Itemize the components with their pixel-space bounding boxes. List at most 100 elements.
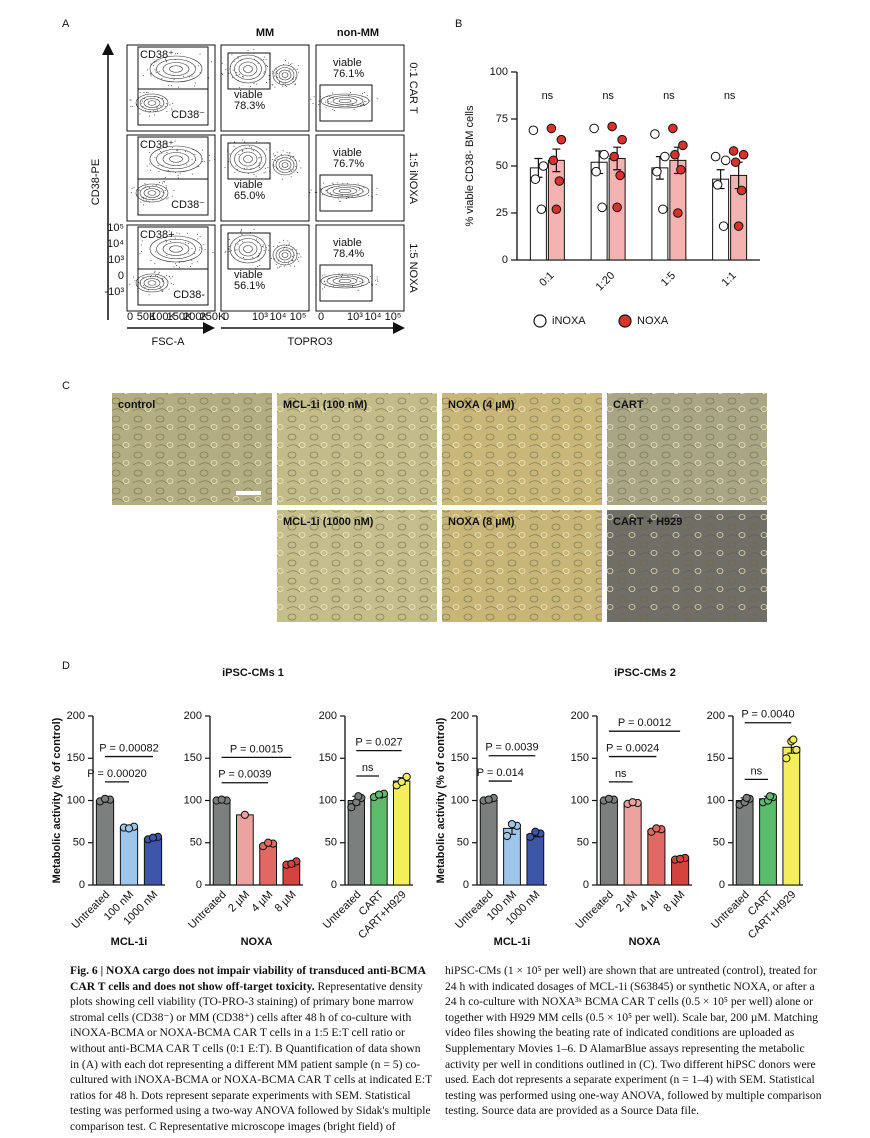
event-dot xyxy=(145,199,147,201)
event-dot xyxy=(199,246,201,248)
event-dot xyxy=(376,280,378,282)
event-dot xyxy=(238,153,240,155)
event-dot xyxy=(255,175,257,177)
gate-label: 76.1% xyxy=(333,68,364,80)
event-dot xyxy=(191,247,193,249)
event-dot xyxy=(229,238,231,240)
event-dot xyxy=(318,100,320,102)
event-dot xyxy=(166,255,168,257)
event-dot xyxy=(366,95,368,97)
gate xyxy=(137,268,209,306)
event-dot xyxy=(171,85,173,87)
event-dot xyxy=(166,110,168,112)
event-dot xyxy=(176,232,178,234)
event-dot xyxy=(330,192,332,194)
y-tick-label: 50 xyxy=(457,837,469,849)
event-dot xyxy=(253,82,255,84)
event-dot xyxy=(326,189,328,191)
event-dot xyxy=(165,105,167,107)
event-dot xyxy=(259,166,261,168)
density-contour xyxy=(143,278,161,288)
event-dot xyxy=(287,240,289,242)
event-dot xyxy=(274,75,276,77)
event-dot xyxy=(262,244,264,246)
event-dot xyxy=(258,255,260,257)
bar xyxy=(212,800,231,886)
gate xyxy=(319,264,373,302)
event-dot xyxy=(171,195,173,197)
event-dot xyxy=(241,241,243,243)
event-dot xyxy=(291,249,293,251)
event-dot xyxy=(286,158,288,160)
flow-plot-frame xyxy=(315,44,405,132)
event-dot xyxy=(197,238,199,240)
event-dot xyxy=(251,148,253,150)
density-contour xyxy=(278,159,292,171)
data-point xyxy=(287,859,296,868)
x-tick-label: 8 µM xyxy=(273,889,299,915)
event-dot xyxy=(258,157,260,159)
event-dot xyxy=(284,246,286,248)
event-dot xyxy=(166,187,168,189)
event-dot xyxy=(191,263,193,265)
event-dot xyxy=(150,75,152,77)
event-dot xyxy=(171,276,173,278)
event-dot xyxy=(143,187,145,189)
event-dot xyxy=(291,78,293,80)
event-dot xyxy=(148,163,150,165)
density-contour xyxy=(162,62,190,76)
event-dot xyxy=(157,165,159,167)
bar xyxy=(347,800,365,886)
event-dot xyxy=(228,161,230,163)
event-dot xyxy=(143,98,145,100)
event-dot xyxy=(297,71,299,73)
density-contour xyxy=(162,242,190,256)
event-dot xyxy=(185,241,187,243)
event-dot xyxy=(276,161,278,163)
event-dot xyxy=(203,161,205,163)
density-contour xyxy=(238,61,258,77)
density-contour xyxy=(169,65,183,73)
annotation: ns xyxy=(663,90,675,102)
event-dot xyxy=(291,63,293,65)
event-dot xyxy=(259,156,261,158)
event-dot xyxy=(213,158,215,160)
event-dot xyxy=(259,260,261,262)
event-dot xyxy=(194,65,196,67)
event-dot xyxy=(221,62,223,64)
significance-label: ns xyxy=(751,765,763,777)
event-dot xyxy=(290,157,292,159)
bar xyxy=(370,794,388,886)
event-dot xyxy=(365,101,367,103)
event-dot xyxy=(281,178,283,180)
data-point xyxy=(240,810,249,819)
event-dot xyxy=(270,257,272,259)
event-dot xyxy=(376,278,378,280)
bar xyxy=(526,833,545,886)
data-point xyxy=(668,123,678,134)
event-dot xyxy=(272,165,274,167)
density-contour xyxy=(238,151,258,167)
cell-texture xyxy=(277,510,437,622)
y-tick-label: 150 xyxy=(67,752,85,764)
density-contour xyxy=(326,275,364,287)
event-dot xyxy=(171,109,173,111)
event-dot xyxy=(357,194,359,196)
event-dot xyxy=(158,71,160,73)
event-dot xyxy=(300,256,302,258)
event-dot xyxy=(332,183,334,185)
x-tick-label: 4 µM xyxy=(249,889,275,915)
density-contour xyxy=(320,183,370,199)
event-dot xyxy=(274,166,276,168)
event-dot xyxy=(166,102,168,104)
data-point xyxy=(397,777,406,787)
event-dot xyxy=(280,265,282,267)
event-dot xyxy=(341,274,343,276)
y-tick-label: 200 xyxy=(319,710,337,722)
density-contour xyxy=(275,157,295,173)
event-dot xyxy=(259,164,261,166)
axis-label: CD38-PE xyxy=(90,159,102,205)
event-dot xyxy=(288,242,290,244)
flow-plot-frame xyxy=(315,224,405,312)
event-dot xyxy=(369,276,371,278)
